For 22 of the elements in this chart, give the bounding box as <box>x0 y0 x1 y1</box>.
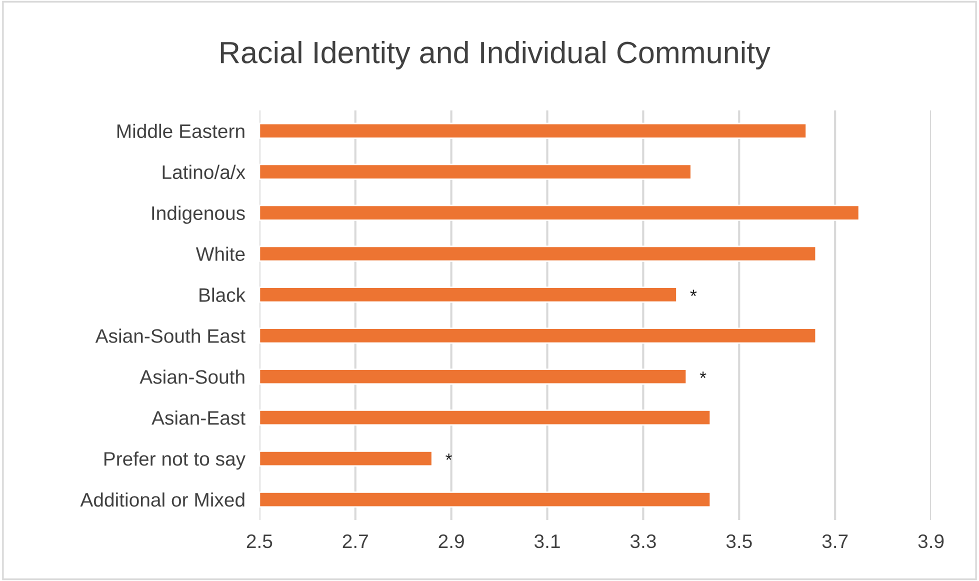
y-tick-label: Indigenous <box>152 206 245 224</box>
x-tick-label: 3.5 <box>726 534 752 548</box>
x-tick-label: 3.3 <box>630 534 656 548</box>
annotation: * <box>446 454 452 460</box>
y-tick-label: Asian-South <box>140 370 244 384</box>
annotation: * <box>690 290 697 296</box>
chart-title: Racial Identity and Individual Community <box>220 40 770 70</box>
y-tick-label: Additional or Mixed <box>80 492 244 507</box>
x-tick-label: 2.9 <box>438 534 464 548</box>
y-tick-label: Asian-East <box>152 410 246 425</box>
y-tick-label: White <box>196 246 245 261</box>
x-tick-label: 3.1 <box>534 534 560 548</box>
y-tick-label: Black <box>200 288 246 302</box>
y-tick-label: Latino/a/x <box>162 164 246 180</box>
x-tick-label: 3.7 <box>822 534 848 548</box>
x-tick-label: 3.9 <box>918 534 944 548</box>
x-tick-label: 2.5 <box>246 534 272 548</box>
y-tick-label: Middle Eastern <box>117 124 244 138</box>
x-tick-label: 2.7 <box>342 534 368 548</box>
annotation: * <box>700 372 706 378</box>
y-tick-label: Prefer not to say <box>104 452 246 470</box>
y-tick-label: Asian-South East <box>95 328 246 343</box>
